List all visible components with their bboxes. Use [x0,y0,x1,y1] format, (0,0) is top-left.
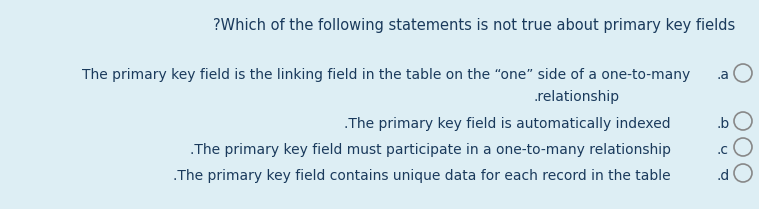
Text: ?Which of the following statements is not true about primary key fields: ?Which of the following statements is no… [213,18,735,33]
Ellipse shape [734,112,752,130]
Text: .The primary key field is automatically indexed: .The primary key field is automatically … [345,117,671,131]
Text: .The primary key field must participate in a one-to-many relationship: .The primary key field must participate … [190,143,671,157]
Ellipse shape [734,164,752,182]
Ellipse shape [734,138,752,156]
Ellipse shape [734,64,752,82]
Text: .The primary key field contains unique data for each record in the table: .The primary key field contains unique d… [173,169,671,183]
Text: .c: .c [716,143,728,157]
Text: .b: .b [716,117,729,131]
Text: The primary key field is the linking field in the table on the “one” side of a o: The primary key field is the linking fie… [82,68,690,82]
Text: .d: .d [716,169,729,183]
Text: .relationship: .relationship [534,90,620,104]
Text: .a: .a [716,68,729,82]
